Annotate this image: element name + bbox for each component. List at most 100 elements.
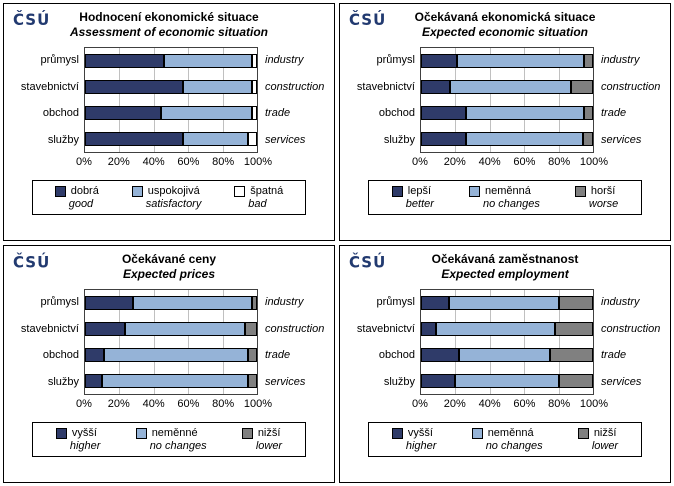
csu-logo: ČSÚ — [349, 252, 387, 272]
stacked-bar — [85, 374, 257, 388]
bar-segment — [85, 322, 125, 336]
legend-label-en: good — [68, 198, 94, 210]
bar-segment — [85, 132, 184, 146]
bar-segment — [244, 322, 257, 336]
stacked-bar — [421, 54, 593, 68]
stacked-bar — [421, 132, 593, 146]
bar-segment — [448, 296, 559, 310]
bar-segment — [421, 106, 466, 120]
legend-item: dobrá good — [54, 185, 99, 210]
legend-label-cs: dobrá — [70, 185, 99, 197]
category-label-en: trade — [265, 349, 291, 362]
chart-area: průmysl stavebnictví obchod služby industry… — [346, 47, 664, 170]
stacked-bar — [421, 106, 593, 120]
stacked-bar — [85, 322, 257, 336]
x-tick-label: 0% — [76, 398, 92, 410]
bar-segment — [421, 296, 449, 310]
gridline — [489, 48, 491, 152]
legend-entry: vyšší — [391, 427, 437, 439]
legend-label-cs: vyšší — [71, 427, 97, 439]
bar-segment — [455, 374, 559, 388]
chart-subtitle: Expected employment — [441, 267, 569, 281]
plot-area — [84, 47, 258, 153]
gridline — [558, 48, 560, 152]
category-label: obchod — [42, 107, 79, 120]
x-tick-label: 80% — [212, 398, 235, 410]
gridline — [489, 290, 491, 394]
x-tick-label: 20% — [107, 398, 130, 410]
chart-panel-expected-employment: ČSÚ Očekávaná zaměstnanost Expected empl… — [339, 245, 671, 483]
bar-rows — [421, 48, 593, 152]
stacked-bar — [85, 132, 257, 146]
legend-label-cs: špatná — [250, 185, 284, 197]
x-tick-label: 0% — [412, 156, 428, 168]
category-label: stavebnictví — [20, 80, 79, 93]
bar-segment — [133, 296, 252, 310]
legend-entry: neměnné — [135, 427, 207, 439]
stacked-bar — [421, 296, 593, 310]
bar-segment — [421, 374, 456, 388]
chart-title: Hodnocení ekonomické situace — [79, 10, 259, 24]
bar-segment — [251, 54, 257, 68]
category-label: služby — [383, 375, 415, 388]
legend-entry: uspokojivá — [131, 185, 202, 197]
bar-segment — [465, 132, 583, 146]
bar-segment — [183, 132, 249, 146]
category-label: stavebnictví — [356, 322, 415, 335]
chart-panel-assessment: ČSÚ Hodnocení ekonomické situace Assessm… — [3, 3, 335, 241]
bar-segment — [85, 348, 104, 362]
legend-label-en: satisfactory — [145, 198, 202, 210]
x-tick-label: 20% — [107, 156, 130, 168]
series-labels-right: industry construction trade services — [258, 47, 328, 153]
legend-item: nižší lower — [577, 427, 618, 452]
chart-area: průmysl stavebnictví obchod služby industry… — [10, 289, 328, 412]
chart-legend: lepší better neměnná no changes horší worse — [368, 180, 642, 215]
chart-header: Očekávané ceny Expected prices — [10, 252, 328, 282]
bar-segment — [85, 374, 103, 388]
bar-segment — [164, 54, 252, 68]
x-axis-ticks: 0% 20% 40% 60% 80% 100% — [76, 156, 272, 170]
category-label: obchod — [378, 349, 415, 362]
x-tick-label: 60% — [177, 156, 200, 168]
chart-title: Očekávaná ekonomická situace — [414, 10, 596, 24]
legend-label-en: no changes — [482, 198, 540, 210]
gridline — [188, 290, 190, 394]
category-label-en: services — [601, 375, 642, 388]
category-label: průmysl — [40, 296, 79, 309]
x-tick-label: 40% — [478, 398, 501, 410]
legend-swatch — [55, 427, 67, 439]
category-labels: průmysl stavebnictví obchod služby — [346, 47, 420, 153]
series-labels-right: industry construction trade services — [594, 47, 664, 153]
stacked-bar — [85, 296, 257, 310]
category-label-en: construction — [601, 80, 661, 93]
x-tick-label: 0% — [412, 398, 428, 410]
legend-swatch — [131, 185, 143, 197]
legend-swatch — [241, 427, 253, 439]
category-label: průmysl — [376, 54, 415, 67]
legend-label-en: no changes — [485, 440, 543, 452]
bar-segment — [102, 374, 249, 388]
x-tick-label: 60% — [513, 156, 536, 168]
legend-swatch — [234, 185, 246, 197]
stacked-bar — [421, 80, 593, 94]
bar-segment — [421, 80, 451, 94]
legend-label-cs: uspokojivá — [147, 185, 200, 197]
category-label-en: services — [601, 133, 642, 146]
legend-entry: nižší — [241, 427, 282, 439]
x-tick-label: 100% — [243, 156, 273, 168]
bar-segment — [85, 54, 165, 68]
chart-legend: vyšší higher neměnné no changes nižší lower — [32, 422, 306, 457]
category-label: obchod — [42, 349, 79, 362]
category-labels: průmysl stavebnictví obchod služby — [346, 289, 420, 395]
legend-label-cs: nižší — [593, 427, 617, 439]
legend-label-en: lower — [255, 440, 283, 452]
legend-swatch — [577, 427, 589, 439]
bar-rows — [421, 290, 593, 394]
legend-label-en: better — [405, 198, 434, 210]
x-tick-label: 20% — [443, 156, 466, 168]
bar-segment — [248, 374, 257, 388]
x-tick-label: 40% — [142, 156, 165, 168]
bar-segment — [124, 322, 245, 336]
legend-item: vyšší higher — [391, 427, 437, 452]
x-tick-label: 100% — [243, 398, 273, 410]
